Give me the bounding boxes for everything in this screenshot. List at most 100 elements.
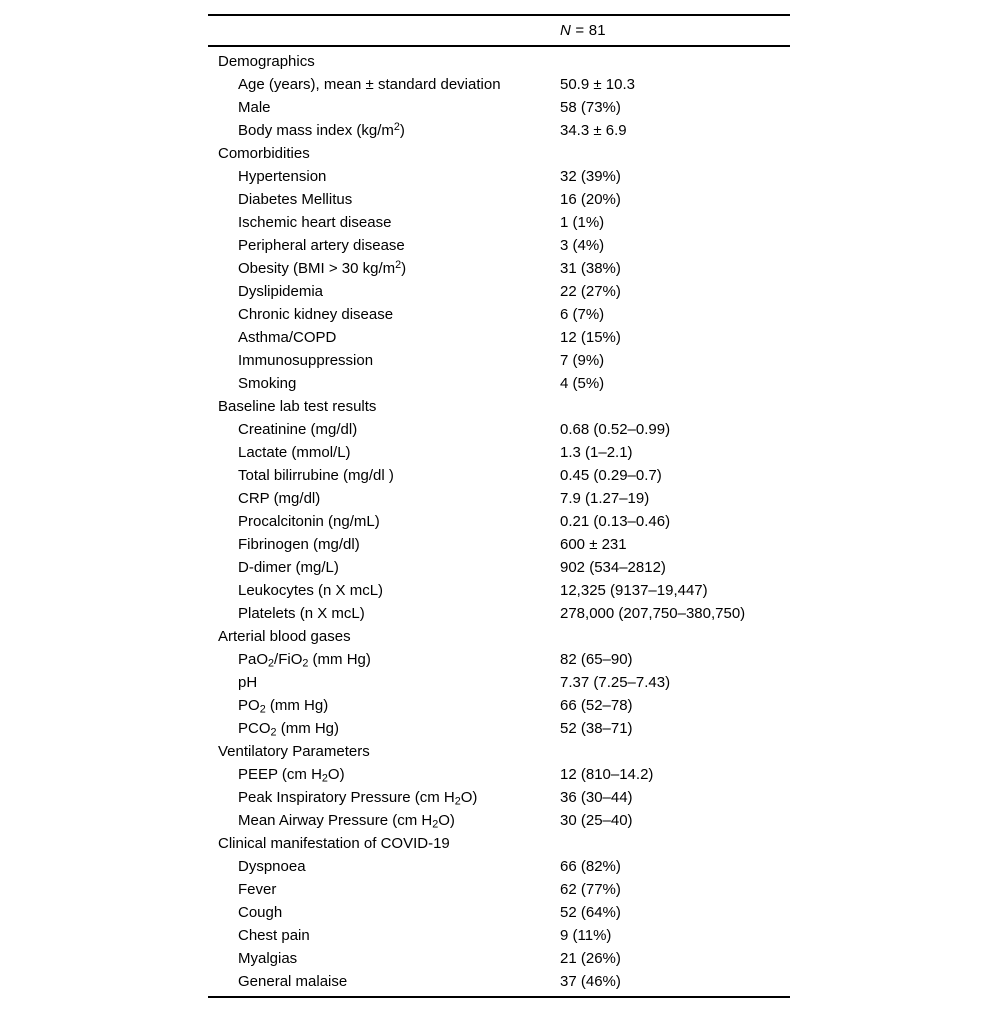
- row-label: Dyspnoea: [238, 858, 306, 875]
- row-label: Total bilirrubine (mg/dl ): [238, 467, 394, 484]
- table-row: PO2 (mm Hg) 66 (52–78): [208, 694, 790, 717]
- row-value: 36 (30–44): [560, 789, 633, 806]
- table-row: Body mass index (kg/m2) 34.3 ± 6.9: [208, 119, 790, 142]
- table-row: Myalgias 21 (26%): [208, 947, 790, 970]
- table-row: Immunosuppression 7 (9%): [208, 349, 790, 372]
- row-label: Diabetes Mellitus: [238, 191, 353, 208]
- table-row: Age (years), mean ± standard deviation 50…: [208, 73, 790, 96]
- section-header-row: Demographics: [208, 50, 790, 73]
- table-row: pH 7.37 (7.25–7.43): [208, 671, 790, 694]
- n-equals-value: = 81: [571, 21, 606, 39]
- row-value: 21 (26%): [560, 950, 621, 967]
- table-row: PaO2/FiO2 (mm Hg) 82 (65–90): [208, 648, 790, 671]
- row-label: Platelets (n X mcL): [238, 605, 365, 622]
- table-bottom-rule: [208, 996, 790, 998]
- row-label: D-dimer (mg/L): [238, 559, 339, 576]
- table-body: Demographics Age (years), mean ± standard…: [208, 47, 790, 996]
- section-header-label: Ventilatory Parameters: [218, 743, 370, 760]
- row-value: 902 (534–2812): [560, 559, 666, 576]
- row-label: Mean Airway Pressure (cm H2O): [238, 812, 455, 831]
- section-header-label: Comorbidities: [218, 145, 310, 162]
- row-value: 22 (27%): [560, 283, 621, 300]
- row-value: 12,325 (9137–19,447): [560, 582, 708, 599]
- row-value: 52 (38–71): [560, 720, 633, 737]
- patient-characteristics-table: N = 81 Demographics Age (years), mean ± s…: [208, 14, 790, 998]
- section-header-label: Demographics: [218, 53, 315, 70]
- table-row: Fibrinogen (mg/dl) 600 ± 231: [208, 533, 790, 556]
- row-value: 30 (25–40): [560, 812, 633, 829]
- table-row: Obesity (BMI > 30 kg/m2) 31 (38%): [208, 257, 790, 280]
- row-label: Chest pain: [238, 927, 310, 944]
- table-row: Peak Inspiratory Pressure (cm H2O) 36 (30…: [208, 786, 790, 809]
- table-row: Total bilirrubine (mg/dl ) 0.45 (0.29–0.7…: [208, 464, 790, 487]
- row-value: 3 (4%): [560, 237, 605, 254]
- row-value: 66 (82%): [560, 858, 621, 875]
- row-label: Age (years), mean ± standard deviation: [238, 76, 501, 93]
- table-row: Dyslipidemia 22 (27%): [208, 280, 790, 303]
- table-row: Mean Airway Pressure (cm H2O) 30 (25–40): [208, 809, 790, 832]
- row-label: Peak Inspiratory Pressure (cm H2O): [238, 789, 478, 808]
- row-value: 4 (5%): [560, 375, 605, 392]
- row-value: 37 (46%): [560, 973, 621, 990]
- row-label: PCO2 (mm Hg): [238, 720, 340, 739]
- row-label: Fibrinogen (mg/dl): [238, 536, 360, 553]
- table-row: CRP (mg/dl) 7.9 (1.27–19): [208, 487, 790, 510]
- row-label: Obesity (BMI > 30 kg/m2): [238, 259, 407, 277]
- table-row: Ischemic heart disease 1 (1%): [208, 211, 790, 234]
- table-row: Platelets (n X mcL) 278,000 (207,750–380,…: [208, 602, 790, 625]
- section-header-label: Clinical manifestation of COVID-19: [218, 835, 450, 852]
- row-label: Body mass index (kg/m2): [238, 121, 405, 139]
- row-label: Creatinine (mg/dl): [238, 421, 358, 438]
- table-row: Fever 62 (77%): [208, 878, 790, 901]
- section-header-row: Arterial blood gases: [208, 625, 790, 648]
- row-value: 7 (9%): [560, 352, 605, 369]
- row-value: 62 (77%): [560, 881, 621, 898]
- row-label: Chronic kidney disease: [238, 306, 394, 323]
- section-header-label: Baseline lab test results: [218, 398, 377, 415]
- table-row: General malaise 37 (46%): [208, 970, 790, 993]
- row-value: 50.9 ± 10.3: [560, 76, 635, 93]
- table-row: PEEP (cm H2O) 12 (810–14.2): [208, 763, 790, 786]
- row-value: 32 (39%): [560, 168, 621, 185]
- row-label: Leukocytes (n X mcL): [238, 582, 384, 599]
- row-label: Smoking: [238, 375, 297, 392]
- row-label: Myalgias: [238, 950, 298, 967]
- table-row: Leukocytes (n X mcL) 12,325 (9137–19,447): [208, 579, 790, 602]
- row-value: 1 (1%): [560, 214, 605, 231]
- row-label: Procalcitonin (ng/mL): [238, 513, 380, 530]
- row-value: 7.9 (1.27–19): [560, 490, 650, 507]
- table-row: Hypertension 32 (39%): [208, 165, 790, 188]
- row-label: Peripheral artery disease: [238, 237, 405, 254]
- table-row: D-dimer (mg/L) 902 (534–2812): [208, 556, 790, 579]
- row-value: 600 ± 231: [560, 536, 627, 553]
- table-row: Smoking 4 (5%): [208, 372, 790, 395]
- row-label: Asthma/COPD: [238, 329, 337, 346]
- row-value: 9 (11%): [560, 927, 612, 944]
- row-value: 52 (64%): [560, 904, 621, 921]
- header-n-value: N = 81: [560, 22, 790, 39]
- table-row: Dyspnoea 66 (82%): [208, 855, 790, 878]
- table-row: Chronic kidney disease 6 (7%): [208, 303, 790, 326]
- row-label: Ischemic heart disease: [238, 214, 392, 231]
- row-label: PEEP (cm H2O): [238, 766, 345, 785]
- row-value: 12 (810–14.2): [560, 766, 654, 783]
- table-header-row: N = 81: [208, 16, 790, 45]
- table-row: Peripheral artery disease 3 (4%): [208, 234, 790, 257]
- row-label: Hypertension: [238, 168, 327, 185]
- table-row: PCO2 (mm Hg) 52 (38–71): [208, 717, 790, 740]
- row-value: 31 (38%): [560, 260, 621, 277]
- row-value: 58 (73%): [560, 99, 621, 116]
- row-value: 16 (20%): [560, 191, 621, 208]
- row-label: Lactate (mmol/L): [238, 444, 351, 461]
- row-label: CRP (mg/dl): [238, 490, 321, 507]
- section-header-label: Arterial blood gases: [218, 628, 351, 645]
- row-label: Male: [238, 99, 271, 116]
- table-row: Chest pain 9 (11%): [208, 924, 790, 947]
- row-label: PO2 (mm Hg): [238, 697, 329, 716]
- row-label: Dyslipidemia: [238, 283, 324, 300]
- row-value: 34.3 ± 6.9: [560, 122, 627, 139]
- table-row: Creatinine (mg/dl) 0.68 (0.52–0.99): [208, 418, 790, 441]
- n-symbol: N: [560, 21, 572, 39]
- table-top-rule: [208, 14, 790, 16]
